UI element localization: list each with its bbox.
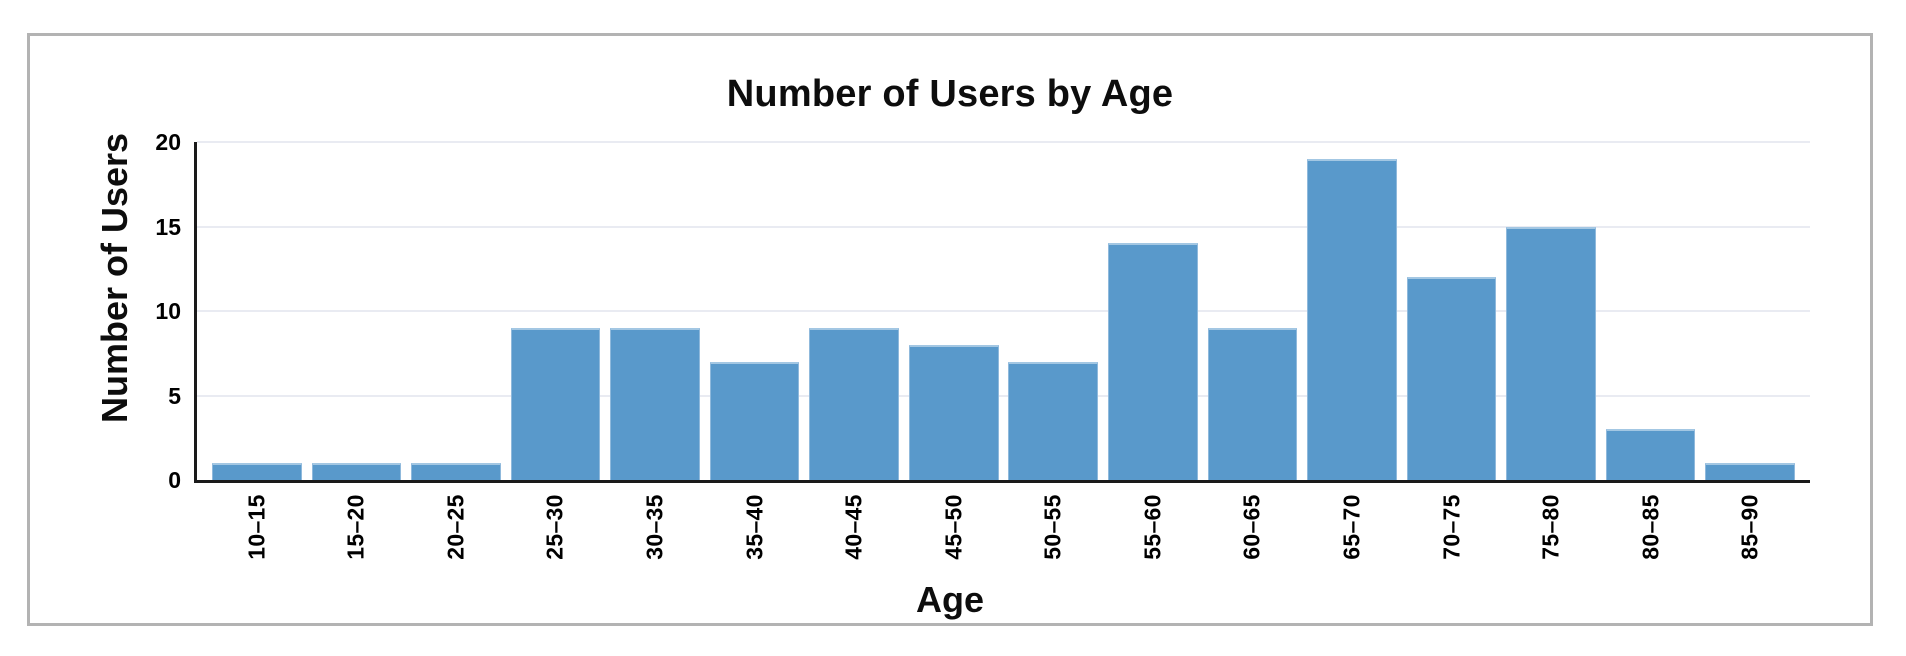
- x-tick-slot-10-15: 10–15: [207, 491, 307, 563]
- gridlines: [197, 141, 1810, 483]
- bar-slot-20-25: [406, 142, 506, 480]
- bar-slot-75-80: [1501, 142, 1601, 480]
- bar-slot-25-30: [506, 142, 606, 480]
- bar-50-55: [1008, 361, 1099, 480]
- x-tick-label-40-45: 40–45: [840, 494, 867, 560]
- x-tick-slot-75-80: 75–80: [1501, 491, 1601, 563]
- x-tick-label-30-35: 30–35: [641, 494, 668, 560]
- x-tick-label-50-55: 50–55: [1039, 494, 1066, 560]
- x-tick-slot-30-35: 30–35: [605, 491, 705, 563]
- x-tick-slot-85-90: 85–90: [1700, 491, 1800, 563]
- x-tick-label-65-70: 65–70: [1338, 494, 1365, 560]
- bar-25-30: [510, 327, 601, 480]
- x-tick-label-85-90: 85–90: [1736, 494, 1763, 560]
- bar-slot-85-90: [1700, 142, 1800, 480]
- bar-slot-35-40: [705, 142, 805, 480]
- x-tick-label-75-80: 75–80: [1537, 494, 1564, 560]
- x-tick-slot-55-60: 55–60: [1103, 491, 1203, 563]
- x-tick-label-60-65: 60–65: [1238, 494, 1265, 560]
- x-tick-slot-65-70: 65–70: [1302, 491, 1402, 563]
- x-tick-slot-25-30: 25–30: [506, 491, 606, 563]
- y-tick-label-20: 20: [155, 129, 181, 155]
- chart-panel: Number of Users by Age Number of Users 0…: [27, 33, 1873, 626]
- x-tick-slot-45-50: 45–50: [904, 491, 1004, 563]
- bar-85-90: [1705, 463, 1796, 480]
- bar-series: [197, 142, 1810, 480]
- bar-30-35: [610, 327, 700, 480]
- bar-15-20: [311, 463, 402, 480]
- x-tick-label-10-15: 10–15: [243, 494, 270, 560]
- bar-70-75: [1406, 277, 1497, 480]
- y-axis-tick-labels: 0 5 10 15 20: [30, 36, 181, 623]
- x-tick-slot-80-85: 80–85: [1601, 491, 1701, 563]
- x-tick-label-55-60: 55–60: [1139, 494, 1166, 560]
- bar-slot-30-35: [605, 142, 705, 480]
- gridline-10: [197, 310, 1810, 312]
- bar-40-45: [809, 327, 899, 480]
- bar-slot-60-65: [1203, 142, 1303, 480]
- y-tick-label-5: 5: [168, 382, 181, 409]
- bar-65-70: [1307, 158, 1397, 480]
- x-tick-label-20-25: 20–25: [442, 494, 469, 560]
- bar-80-85: [1605, 429, 1696, 480]
- x-tick-slot-40-45: 40–45: [804, 491, 904, 563]
- bar-75-80: [1506, 226, 1596, 480]
- x-tick-label-25-30: 25–30: [541, 494, 568, 560]
- x-tick-slot-60-65: 60–65: [1203, 491, 1303, 563]
- x-tick-label-35-40: 35–40: [741, 494, 768, 560]
- x-axis-spine: [194, 480, 1810, 483]
- chart-title: Number of Users by Age: [726, 73, 1174, 115]
- plot-area: [194, 141, 1810, 483]
- bar-10-15: [211, 463, 302, 480]
- bar-35-40: [709, 361, 800, 480]
- x-tick-label-80-85: 80–85: [1637, 494, 1664, 560]
- x-tick-slot-70-75: 70–75: [1402, 491, 1502, 563]
- bar-slot-15-20: [307, 142, 407, 480]
- bar-slot-55-60: [1103, 142, 1203, 480]
- bar-slot-50-55: [1004, 142, 1104, 480]
- x-axis-title: Age: [915, 579, 984, 620]
- gridline-15: [197, 225, 1810, 228]
- x-tick-label-15-20: 15–20: [342, 494, 369, 560]
- y-tick-label-10: 10: [155, 298, 181, 324]
- gridline-20: [197, 141, 1810, 143]
- x-tick-slot-20-25: 20–25: [406, 491, 506, 563]
- bar-slot-70-75: [1402, 142, 1502, 480]
- bar-45-50: [908, 344, 999, 480]
- x-axis-tick-labels: 10–15 15–20 20–25 25–30 30–35 35–40 40–45 45–50…: [197, 491, 1810, 563]
- x-tick-slot-50-55: 50–55: [1004, 491, 1104, 563]
- bar-slot-40-45: [804, 142, 904, 480]
- bar-slot-80-85: [1601, 142, 1701, 480]
- x-tick-label-45-50: 45–50: [940, 494, 967, 560]
- x-tick-slot-15-20: 15–20: [307, 491, 407, 563]
- bar-60-65: [1207, 327, 1298, 480]
- x-tick-label-70-75: 70–75: [1438, 494, 1465, 560]
- y-tick-label-15: 15: [155, 213, 181, 240]
- bar-20-25: [411, 463, 501, 480]
- bar-slot-65-70: [1302, 142, 1402, 480]
- bar-slot-45-50: [904, 142, 1004, 480]
- gridline-5: [197, 394, 1810, 397]
- bar-slot-10-15: [207, 142, 307, 480]
- y-axis-spine: [194, 142, 197, 483]
- bar-55-60: [1108, 243, 1198, 480]
- x-tick-slot-35-40: 35–40: [705, 491, 805, 563]
- y-tick-label-0: 0: [168, 467, 181, 493]
